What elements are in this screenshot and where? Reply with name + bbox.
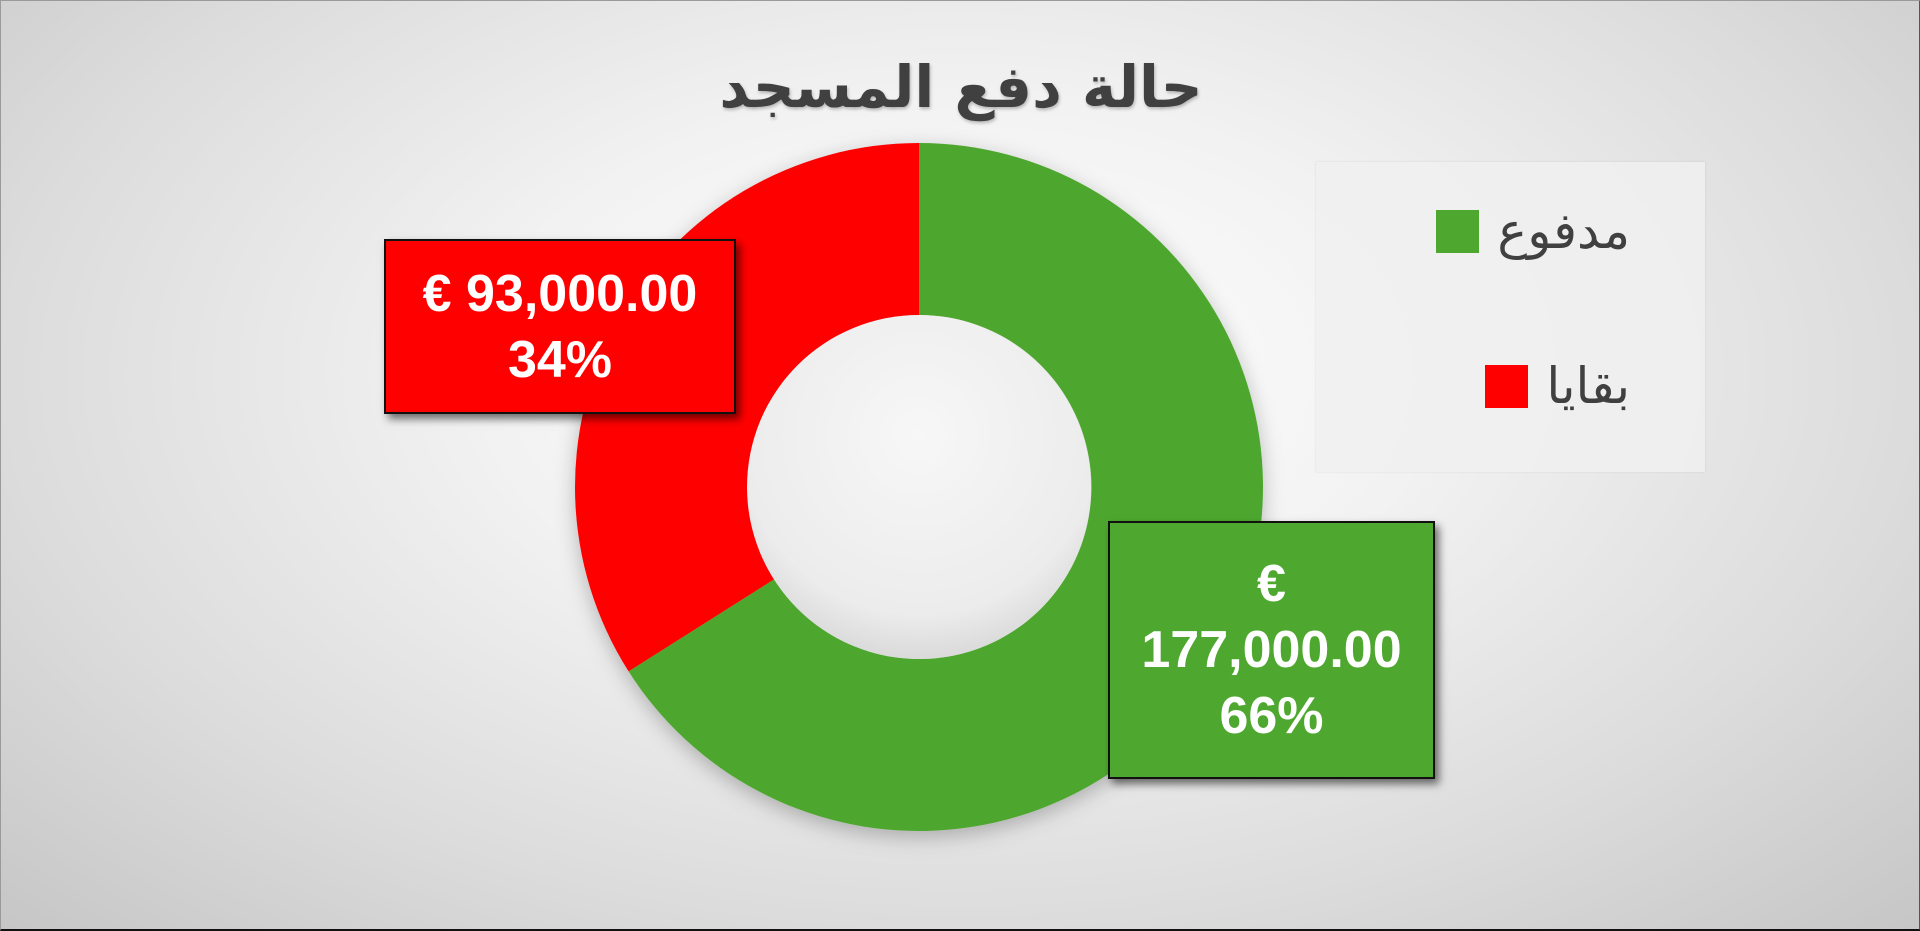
legend-item-remaining[interactable]: بقايا <box>1485 357 1630 415</box>
donut-hole <box>747 315 1091 659</box>
paid-percent: 66% <box>1219 687 1324 745</box>
legend-swatch-remaining-icon <box>1485 364 1529 408</box>
remaining-percent: 34% <box>507 330 613 389</box>
legend-label-remaining: بقايا <box>1546 357 1630 415</box>
legend: مدفوع بقايا <box>1316 162 1705 472</box>
legend-item-paid[interactable]: مدفوع <box>1436 202 1630 260</box>
slice-paid[interactable] <box>628 143 1264 832</box>
legend-label-paid: مدفوع <box>1497 202 1630 260</box>
data-label-paid: € 177,000.00 66% <box>1108 521 1435 779</box>
paid-currency: € <box>1257 555 1286 613</box>
paid-amount: 177,000.00 <box>1141 621 1402 679</box>
legend-swatch-paid-icon <box>1436 209 1480 253</box>
chart-title: حالة دفع المسجد <box>719 53 1203 121</box>
data-label-remaining: € 93,000.00 34% <box>384 239 736 414</box>
remaining-value: € 93,000.00 <box>422 264 698 323</box>
